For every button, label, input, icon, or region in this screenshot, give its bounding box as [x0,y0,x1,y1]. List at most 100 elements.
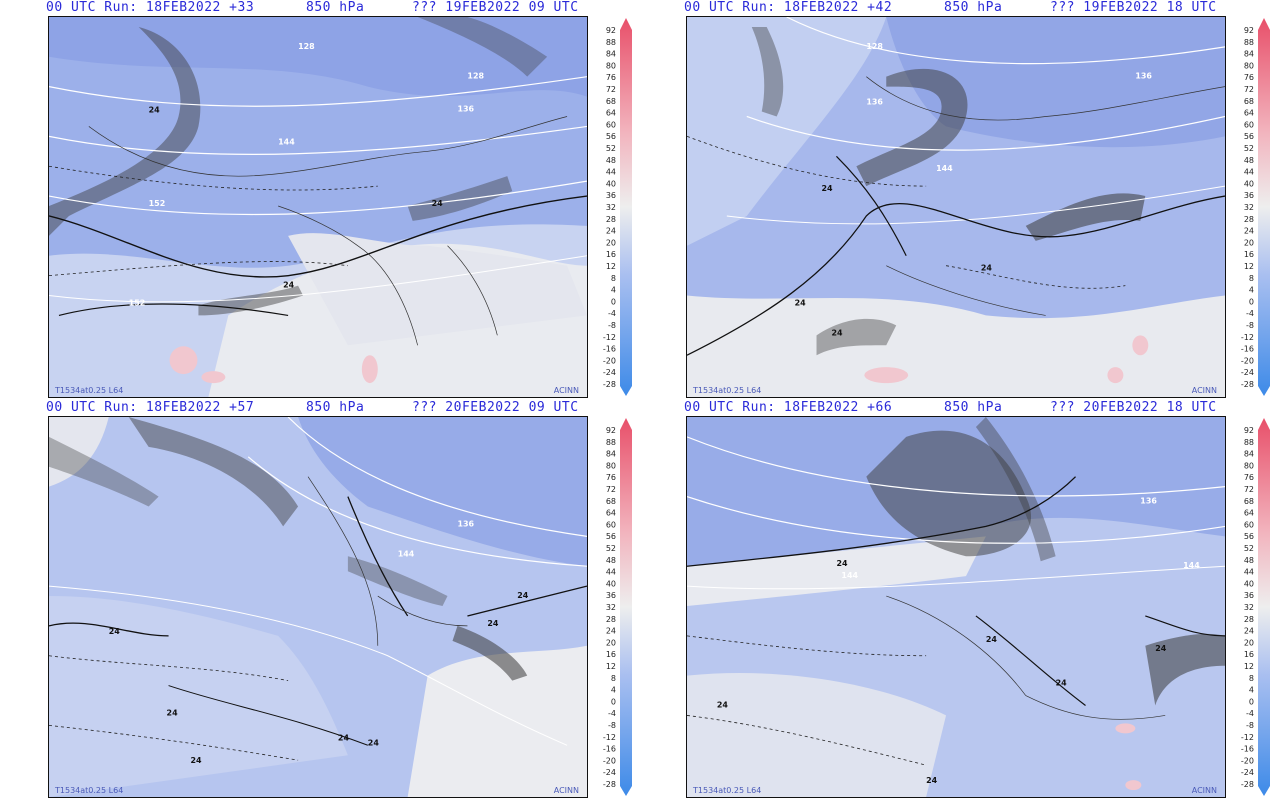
colorbar-tick-label: 72 [1244,485,1254,494]
contour-label: 24 [981,264,993,273]
colorbar-tick-label: 4 [611,686,616,695]
colorbar-tick-label: 92 [1244,26,1254,35]
colorbar-graphic: 9288848076726864605652484440363228242016… [603,418,632,796]
contour-label: 24 [338,733,350,742]
colorbar-tick-label: -12 [1241,333,1254,342]
model-label: T1534at0.25 L64 [55,786,124,795]
map-field: 136 144 144 24 24 24 24 24 24 [687,417,1225,797]
colorbar-tick-label: 80 [606,61,616,70]
colorbar-tick-label: 8 [1249,674,1254,683]
colorbar-tick-label: 32 [606,603,616,612]
level-label: 850 hPa [944,0,1003,15]
valid-time-label: ??? 20FEB2022 18 UTC [1050,400,1217,415]
colorbar-tick-label: -20 [603,356,616,365]
colorbar-tick-label: 56 [606,532,616,541]
colorbar-tick-label: 16 [606,650,616,659]
source-label: ACINN [553,786,579,795]
colorbar-tick-label: 72 [606,85,616,94]
colorbar-tick-label: 80 [1244,61,1254,70]
level-label: 850 hPa [306,0,365,15]
colorbar-graphic: 9288848076726864605652484440363228242016… [603,18,632,396]
colorbar-tick-label: 72 [1244,85,1254,94]
colorbar-tick-label: 32 [1244,203,1254,212]
map-plot: 128 136 136 144 24 24 24 24 T1534at0.25 L64 ACI… [686,16,1226,398]
colorbar-tick-label: 0 [611,697,616,706]
colorbar-tick-label: 44 [606,568,616,577]
model-label: T1534at0.25 L64 [693,386,762,395]
model-label: T1534at0.25 L64 [693,786,762,795]
source-label: ACINN [553,386,579,395]
run-label: 00 UTC Run: 18FEB2022 +66 [684,400,893,415]
contour-label: 136 [1135,72,1152,81]
colorbar-tick-label: 36 [606,591,616,600]
contour-label: 152 [129,298,146,307]
colorbar-tick-label: 56 [606,132,616,141]
colorbar-tick-label: 32 [1244,603,1254,612]
map-plot: 128 128 136 144 152 152 24 24 24 T1534at0.25 L64… [48,16,588,398]
map-panel-1: 00 UTC Run: 18FEB2022 +33 850 hPa ??? 19… [0,0,638,400]
colorbar-tick-label: 48 [606,556,616,565]
level-label: 850 hPa [944,400,1003,415]
colorbar-graphic: 9288848076726864605652484440363228242016… [1241,18,1270,396]
colorbar-tick-label: -24 [1241,768,1254,777]
colorbar-tick-label: 64 [606,109,616,118]
colorbar-tick-label: 0 [1249,297,1254,306]
colorbar-tick-label: 4 [1249,686,1254,695]
map-field: 136 144 24 24 24 24 24 24 24 [49,417,587,797]
contour-label: 24 [795,298,807,307]
colorbar-tick-label: 8 [611,274,616,283]
contour-label: 24 [1056,679,1068,688]
colorbar-tick-label: 32 [606,203,616,212]
contour-label: 24 [831,328,843,337]
contour-label: 144 [278,137,295,146]
map-plot: 136 144 144 24 24 24 24 24 24 T1534at0.25 L64 AC… [686,416,1226,798]
run-label: 00 UTC Run: 18FEB2022 +57 [46,400,255,415]
contour-label: 24 [717,700,729,709]
colorbar-tick-label: -8 [1246,321,1254,330]
contour-label: 128 [866,42,883,51]
contour-label: 24 [109,627,121,636]
colorbar-tick-label: 48 [1244,556,1254,565]
colorbar-tick-label: 36 [606,191,616,200]
contour-label: 136 [1140,497,1157,506]
colorbar-tick-label: -16 [1241,745,1254,754]
colorbar-tick-label: -24 [603,368,616,377]
colorbar-tick-label: 64 [1244,509,1254,518]
colorbar-tick-label: 28 [1244,215,1254,224]
colorbar-tick-label: 20 [1244,638,1254,647]
contour-label: 152 [149,199,166,208]
contour-label: 24 [822,184,834,193]
colorbar-tick-label: -16 [603,345,616,354]
valid-time-label: ??? 20FEB2022 09 UTC [412,400,579,415]
contour-label: 24 [926,776,938,785]
map-field: 128 136 136 144 24 24 24 24 [687,17,1225,397]
colorbar-tick-label: 52 [606,544,616,553]
colorbar-tick-label: -28 [603,780,616,789]
colorbar-tick-label: 60 [606,520,616,529]
colorbar-tick-label: 84 [606,50,616,59]
colorbar-tick-label: 40 [1244,579,1254,588]
colorbar-tick-label: 56 [1244,532,1254,541]
colorbar-tick-label: 72 [606,485,616,494]
map-plot: 136 144 24 24 24 24 24 24 24 T1534at0.25 L64 ACI… [48,416,588,798]
colorbar-tick-label: -8 [1246,721,1254,730]
contour-label: 24 [167,708,179,717]
colorbar-ticks: 9288848076726864605652484440363228242016… [1241,426,1254,789]
colorbar-tick-label: 28 [606,615,616,624]
contour-label: 24 [190,756,202,765]
colorbar-tick-label: -28 [1241,380,1254,389]
colorbar-tick-label: -4 [608,309,616,318]
colorbar-tick-label: 24 [606,227,616,236]
colorbar-tick-label: -8 [608,721,616,730]
colorbar-tick-label: 68 [1244,497,1254,506]
colorbar-tick-label: -12 [1241,733,1254,742]
contour-label: 24 [1155,644,1167,653]
colorbar-tick-label: 24 [1244,627,1254,636]
colorbar-tick-label: 68 [1244,97,1254,106]
source-label: ACINN [1191,386,1217,395]
colorbar-tick-label: -20 [603,756,616,765]
colorbar-tick-label: 88 [1244,38,1254,47]
contour-label: 24 [986,635,998,644]
valid-time-label: ??? 19FEB2022 09 UTC [412,0,579,15]
colorbar-tick-label: 76 [606,473,616,482]
